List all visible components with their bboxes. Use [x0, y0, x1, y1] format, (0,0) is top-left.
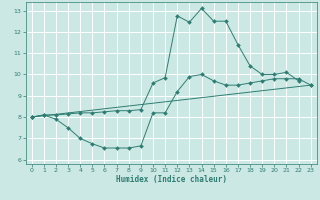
X-axis label: Humidex (Indice chaleur): Humidex (Indice chaleur): [116, 175, 227, 184]
